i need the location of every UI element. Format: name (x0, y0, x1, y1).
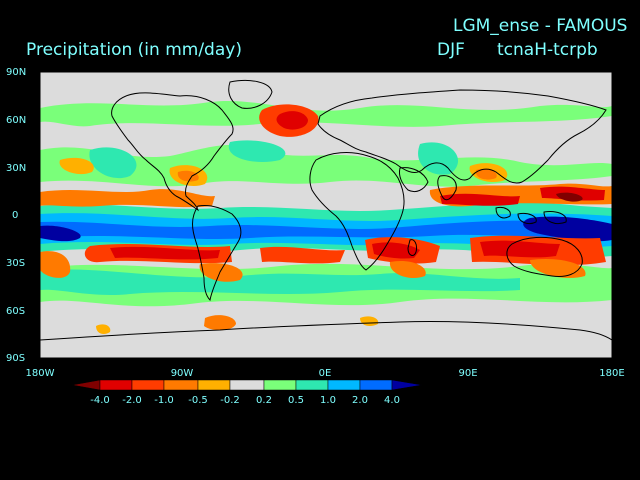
colorbar-label-m1: -1.0 (154, 395, 174, 406)
colorbar (71, 379, 423, 391)
coast-antarctica (40, 320, 612, 341)
colorbar-label-m05: -0.5 (188, 395, 208, 406)
y-tick-label-0: 0 (12, 210, 19, 221)
north-atlantic-core (276, 111, 308, 130)
teal-patches-30n (89, 140, 459, 179)
dark-blue-core-indopacific (523, 216, 612, 242)
red-core-north-tropics (440, 186, 605, 206)
chart-title-experiment: LGM_ense - FAMOUS (453, 16, 628, 36)
blue-equatorial-band (40, 220, 612, 239)
y-tick-label-90s: 90S (6, 353, 26, 364)
coast-europe-asia (317, 89, 607, 184)
y-tick-label-30n: 30N (6, 163, 27, 174)
x-tick-label-90w: 90W (170, 368, 194, 379)
teal-band-south (40, 269, 520, 295)
colorbar-label-p05: 0.5 (288, 395, 304, 406)
colorbar-label-p02: 0.2 (256, 395, 272, 406)
colorbar-segment-0 (71, 379, 101, 391)
dark-red-core-maritime (556, 192, 583, 202)
coast-north-america (111, 92, 234, 212)
coast-south-america (192, 205, 242, 302)
colorbar-segment-9 (359, 379, 393, 391)
y-tick-label-60n: 60N (6, 115, 27, 126)
coastlines (40, 79, 612, 341)
coast-madagascar (407, 239, 417, 256)
x-tick-label-0e: 0E (318, 368, 332, 379)
colorbar-label-m2: -2.0 (122, 395, 142, 406)
y-tick-label-60s: 60S (6, 306, 26, 317)
colorbar-segment-5 (229, 379, 265, 391)
colorbar-segment-4 (197, 379, 231, 391)
colorbar-label-p2: 2.0 (352, 395, 368, 406)
colorbar-segment-3 (163, 379, 199, 391)
chart-title-season: DJF (437, 40, 465, 60)
dark-blue-core-pacific (40, 225, 81, 242)
southern-ocean-patch (204, 315, 236, 331)
colorbar-segment-2 (131, 379, 165, 391)
colorbar-segment-7 (295, 379, 329, 391)
coast-africa (309, 152, 405, 271)
coast-arabia-india (399, 167, 457, 201)
colorbar-label-m02: -0.2 (220, 395, 240, 406)
coast-greenland (228, 79, 273, 109)
chart-title-difference: tcnaH-tcrpb (497, 40, 598, 60)
map-frame (39, 71, 613, 359)
colorbar-segment-6 (263, 379, 297, 391)
chart-title-variable: Precipitation (in mm/day) (26, 40, 242, 60)
colorbar-segment-8 (327, 379, 361, 391)
x-tick-label-90e: 90E (458, 368, 478, 379)
colorbar-segment-1 (99, 379, 133, 391)
y-tick-label-90n: 90N (6, 67, 27, 78)
coast-indonesia (495, 207, 567, 225)
colorbar-label-m4: -4.0 (90, 395, 110, 406)
y-tick-label-30s: 30S (6, 258, 26, 269)
positive-band-north (40, 100, 612, 127)
x-tick-label-180w: 180W (25, 368, 55, 379)
x-tick-label-180e: 180E (599, 368, 625, 379)
colorbar-segment-10 (391, 379, 423, 391)
colorbar-label-p4: 4.0 (384, 395, 400, 406)
colorbar-label-p1: 1.0 (320, 395, 336, 406)
anomaly-fields (40, 100, 612, 334)
coast-australia (506, 236, 583, 277)
